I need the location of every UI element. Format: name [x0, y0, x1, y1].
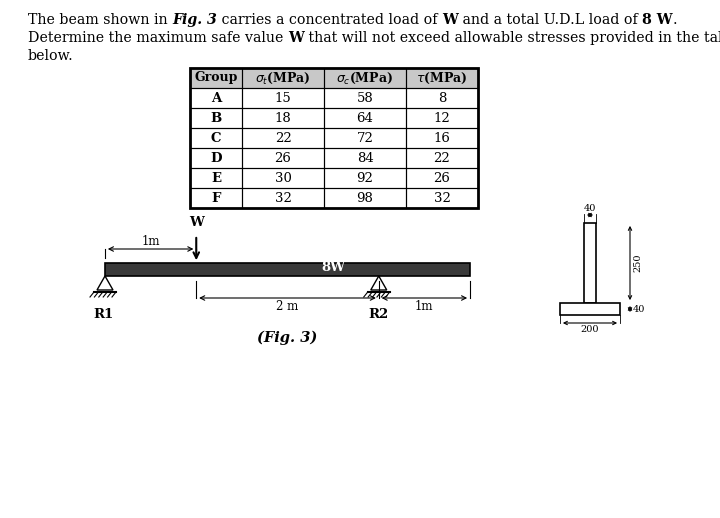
Text: $\sigma_t$(MPa): $\sigma_t$(MPa)	[255, 70, 311, 85]
Bar	[324, 148, 406, 168]
Text: 1m: 1m	[141, 235, 160, 248]
Text: 40: 40	[633, 305, 645, 313]
Text: below.: below.	[28, 49, 73, 63]
Text: 26: 26	[274, 151, 292, 165]
Text: F: F	[211, 192, 221, 205]
Text: W: W	[288, 31, 304, 45]
Bar	[406, 188, 478, 208]
Text: 8: 8	[438, 92, 446, 105]
Text: $\sigma_c$(MPa): $\sigma_c$(MPa)	[336, 70, 394, 85]
Text: 98: 98	[356, 192, 374, 205]
Text: 12: 12	[433, 111, 451, 124]
Text: 200: 200	[581, 325, 599, 334]
Bar	[324, 168, 406, 188]
Text: (Fig. 3): (Fig. 3)	[257, 331, 318, 346]
Bar	[242, 108, 324, 128]
Bar	[242, 168, 324, 188]
Text: $\tau$(MPa): $\tau$(MPa)	[416, 70, 468, 85]
Bar	[406, 88, 478, 108]
Bar	[406, 148, 478, 168]
Bar	[406, 68, 478, 88]
Text: 30: 30	[274, 171, 292, 184]
Text: 22: 22	[274, 132, 292, 145]
Text: 18: 18	[274, 111, 292, 124]
Text: B: B	[210, 111, 222, 124]
Text: 26: 26	[433, 171, 451, 184]
Text: 58: 58	[356, 92, 374, 105]
Bar	[190, 148, 242, 168]
Bar	[190, 188, 242, 208]
Text: carries a concentrated load of: carries a concentrated load of	[217, 13, 442, 27]
Text: 72: 72	[356, 132, 374, 145]
Text: Group: Group	[194, 71, 238, 84]
Bar	[584, 223, 596, 303]
Bar	[242, 128, 324, 148]
Bar	[324, 88, 406, 108]
Bar	[560, 303, 620, 315]
Text: 15: 15	[274, 92, 292, 105]
Text: that will not exceed allowable stresses provided in the table: that will not exceed allowable stresses …	[304, 31, 720, 45]
Bar	[190, 68, 242, 88]
Text: 1m: 1m	[415, 300, 433, 313]
Bar	[242, 188, 324, 208]
Bar	[105, 263, 470, 276]
Text: 16: 16	[433, 132, 451, 145]
Text: Determine the maximum safe value: Determine the maximum safe value	[28, 31, 288, 45]
Text: A: A	[211, 92, 221, 105]
Text: D: D	[210, 151, 222, 165]
Bar	[406, 128, 478, 148]
Text: R1: R1	[93, 308, 113, 321]
Text: 64: 64	[356, 111, 374, 124]
Bar	[324, 188, 406, 208]
Bar	[242, 88, 324, 108]
Text: 32: 32	[433, 192, 451, 205]
Bar	[242, 148, 324, 168]
Text: 32: 32	[274, 192, 292, 205]
Text: The beam shown in: The beam shown in	[28, 13, 172, 27]
Bar	[406, 108, 478, 128]
Bar	[190, 88, 242, 108]
Text: 8 W: 8 W	[642, 13, 672, 27]
Text: .: .	[672, 13, 678, 27]
Bar	[324, 68, 406, 88]
Bar	[324, 128, 406, 148]
Bar	[242, 68, 324, 88]
Bar	[190, 108, 242, 128]
Text: 2 m: 2 m	[276, 300, 299, 313]
Text: C: C	[211, 132, 221, 145]
Bar	[324, 108, 406, 128]
Text: W: W	[189, 216, 204, 229]
Text: Fig. 3: Fig. 3	[172, 13, 217, 27]
Bar	[190, 128, 242, 148]
Text: 8W: 8W	[321, 261, 345, 274]
Bar	[406, 168, 478, 188]
Text: 92: 92	[356, 171, 374, 184]
Text: 250: 250	[633, 254, 642, 272]
Text: 22: 22	[433, 151, 451, 165]
Bar	[190, 68, 478, 208]
Text: 84: 84	[356, 151, 374, 165]
Bar	[190, 68, 478, 88]
Text: and a total U.D.L load of: and a total U.D.L load of	[458, 13, 642, 27]
Text: 40: 40	[584, 204, 596, 213]
Bar	[190, 168, 242, 188]
Text: E: E	[211, 171, 221, 184]
Text: W: W	[442, 13, 458, 27]
Text: R2: R2	[369, 308, 389, 321]
